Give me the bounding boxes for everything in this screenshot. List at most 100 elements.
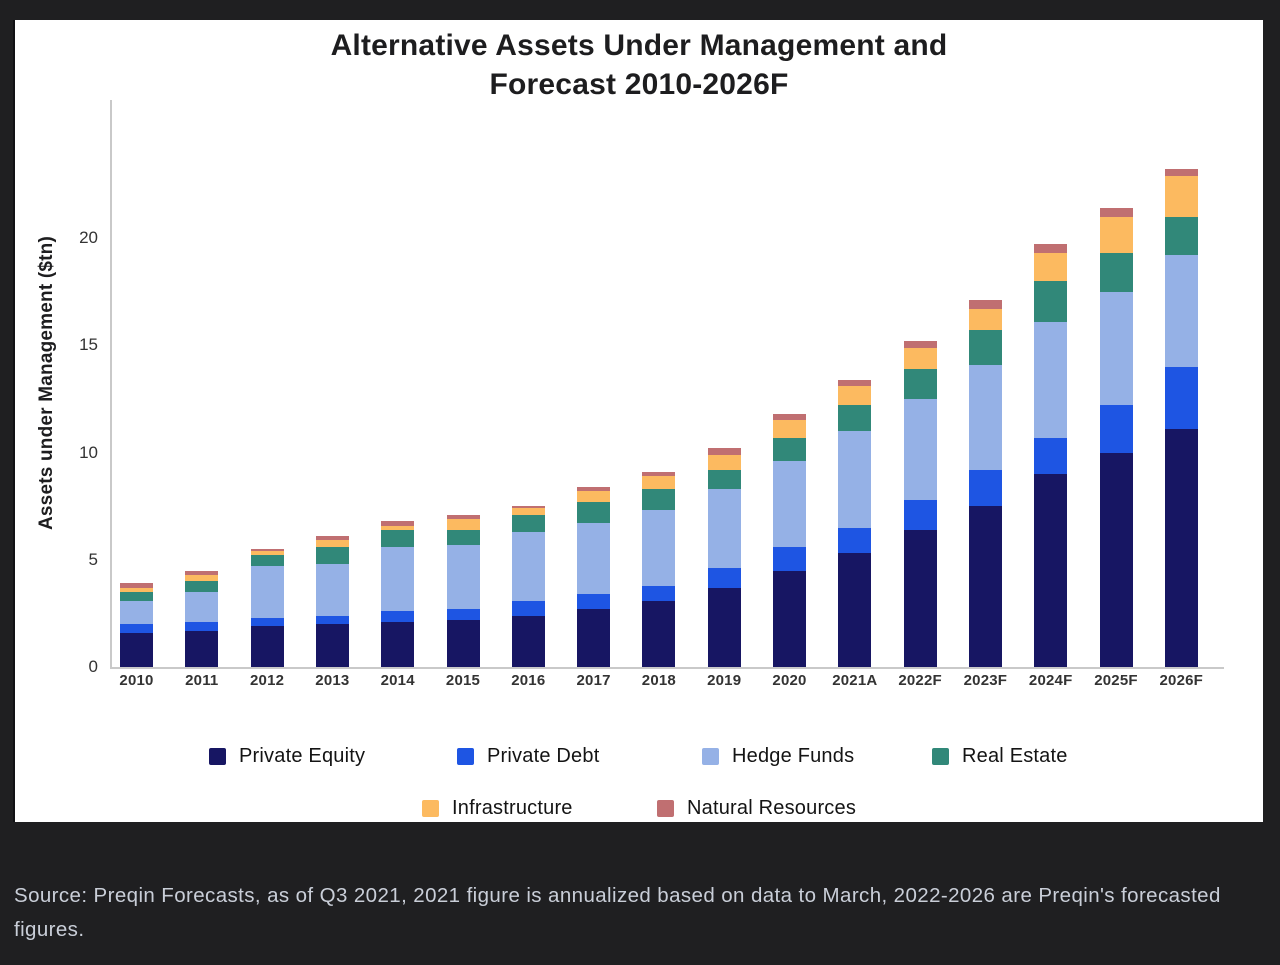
bar-segment-2011-hedge-funds [185, 591, 219, 622]
bar-2021A [838, 379, 872, 667]
bar-segment-2015-hedge-funds [446, 544, 480, 610]
y-tick-label-10: 10 [79, 442, 98, 462]
bar-segment-2023F-infrastructure [968, 308, 1002, 331]
x-tick-label-2021A: 2021A [832, 672, 878, 689]
bar-segment-2017-real-estate [577, 501, 611, 524]
bar-segment-2018-infrastructure [642, 476, 676, 490]
bar-segment-2026F-hedge-funds [1164, 255, 1198, 367]
bar-segment-2013-private-equity [315, 624, 349, 667]
bar-2022F [903, 341, 937, 667]
bar-segment-2022F-natural-resources [903, 341, 937, 348]
bar-segment-2026F-real-estate [1164, 216, 1198, 256]
bar-segment-2026F-natural-resources [1164, 169, 1198, 176]
bar-segment-2021A-private-debt [838, 527, 872, 554]
bar-segment-2019-natural-resources [707, 448, 741, 455]
legend-swatch-icon [932, 747, 949, 765]
chart-title-line-2: Forecast 2010-2026F [489, 68, 789, 101]
bar-segment-2017-natural-resources [577, 486, 611, 492]
bar-segment-2014-infrastructure [381, 525, 415, 530]
bar-segment-2013-infrastructure [315, 540, 349, 547]
legend-label: Private Equity [239, 744, 366, 767]
bar-segment-2015-real-estate [446, 529, 480, 545]
bar-segment-2012-hedge-funds [250, 566, 284, 618]
bar-segment-2023F-private-equity [968, 506, 1002, 667]
bar-segment-2019-private-debt [707, 568, 741, 588]
bar-segment-2011-natural-resources [185, 570, 219, 575]
bar-segment-2010-private-debt [120, 624, 153, 633]
chart-title: Alternative Assets Under Management and … [15, 26, 1263, 104]
bar-segment-2020-private-equity [773, 570, 806, 667]
bar-2016 [511, 506, 545, 667]
bar-segment-2024F-natural-resources [1034, 244, 1068, 254]
bar-segment-2015-natural-resources [446, 514, 480, 520]
bar-segment-2013-natural-resources [315, 536, 349, 541]
bar-2018 [642, 471, 676, 667]
bar-segment-2011-private-debt [185, 621, 219, 631]
bar-segment-2010-hedge-funds [120, 600, 153, 625]
legend-item-hedge-funds: Hedge Funds [702, 744, 854, 768]
legend-swatch-icon [422, 799, 439, 817]
bar-segment-2018-private-equity [642, 600, 676, 667]
y-axis-title: Assets under Management ($tn) [36, 235, 57, 531]
legend-item-infrastructure: Infrastructure [422, 796, 573, 820]
bar-segment-2011-private-equity [185, 630, 219, 667]
bar-segment-2022F-real-estate [903, 368, 937, 399]
bar-2013 [315, 536, 349, 667]
bar-segment-2016-private-equity [511, 615, 545, 667]
bar-segment-2016-real-estate [511, 514, 545, 532]
bar-segment-2024F-private-debt [1034, 437, 1068, 474]
legend-item-real-estate: Real Estate [932, 744, 1068, 768]
bar-segment-2014-natural-resources [381, 521, 415, 526]
bar-segment-2013-hedge-funds [315, 564, 349, 616]
bar-segment-2021A-real-estate [838, 405, 872, 432]
x-tick-label-2019: 2019 [707, 672, 742, 689]
legend-swatch-icon [657, 799, 674, 817]
bar-segment-2013-real-estate [315, 546, 349, 565]
x-tick-label-2022F: 2022F [898, 672, 942, 689]
x-tick-label-2011: 2011 [185, 672, 219, 689]
bar-segment-2011-real-estate [185, 581, 219, 592]
bar-2019 [707, 448, 741, 667]
x-axis-line [110, 667, 1224, 669]
bar-segment-2022F-private-equity [903, 529, 937, 667]
bar-segment-2016-private-debt [511, 600, 545, 616]
bar-2023F [968, 300, 1002, 667]
bar-segment-2019-private-equity [707, 587, 741, 667]
legend-label: Infrastructure [452, 796, 573, 819]
bar-2017 [577, 486, 611, 667]
bar-segment-2020-real-estate [773, 437, 806, 462]
y-tick-label-0: 0 [88, 657, 98, 676]
bar-segment-2013-private-debt [315, 615, 349, 625]
bar-segment-2020-infrastructure [773, 420, 806, 438]
bar-segment-2012-infrastructure [250, 551, 284, 556]
bar-segment-2025F-hedge-funds [1099, 291, 1133, 406]
bar-segment-2018-hedge-funds [642, 510, 676, 586]
bar-segment-2026F-infrastructure [1164, 175, 1198, 217]
bar-segment-2015-private-equity [446, 619, 480, 667]
x-tick-label-2010: 2010 [119, 672, 154, 689]
x-tick-label-2014: 2014 [380, 672, 415, 689]
x-tick-label-2023F: 2023F [963, 672, 1008, 689]
bar-segment-2010-infrastructure [120, 587, 153, 592]
y-tick-label-20: 20 [79, 228, 98, 247]
bar-segment-2021A-infrastructure [838, 386, 872, 406]
bar-segment-2021A-hedge-funds [838, 431, 872, 528]
chart-card: Alternative Assets Under Management and … [13, 20, 1263, 822]
bar-segment-2018-natural-resources [642, 471, 676, 477]
bar-2010 [120, 583, 153, 667]
bar-segment-2017-hedge-funds [577, 523, 611, 595]
legend-label: Real Estate [962, 744, 1068, 767]
bar-segment-2010-real-estate [120, 591, 153, 601]
bar-segment-2025F-private-equity [1099, 452, 1133, 667]
bar-segment-2012-private-equity [250, 626, 284, 667]
bar-2012 [250, 549, 284, 667]
bar-2014 [381, 521, 415, 667]
bar-2020 [773, 413, 806, 667]
bar-2011 [185, 570, 219, 667]
bar-segment-2023F-real-estate [968, 330, 1002, 365]
bar-segment-2010-natural-resources [120, 583, 153, 588]
bar-segment-2017-private-debt [577, 594, 611, 610]
bar-segment-2016-hedge-funds [511, 531, 545, 601]
bar-segment-2024F-infrastructure [1034, 253, 1068, 281]
